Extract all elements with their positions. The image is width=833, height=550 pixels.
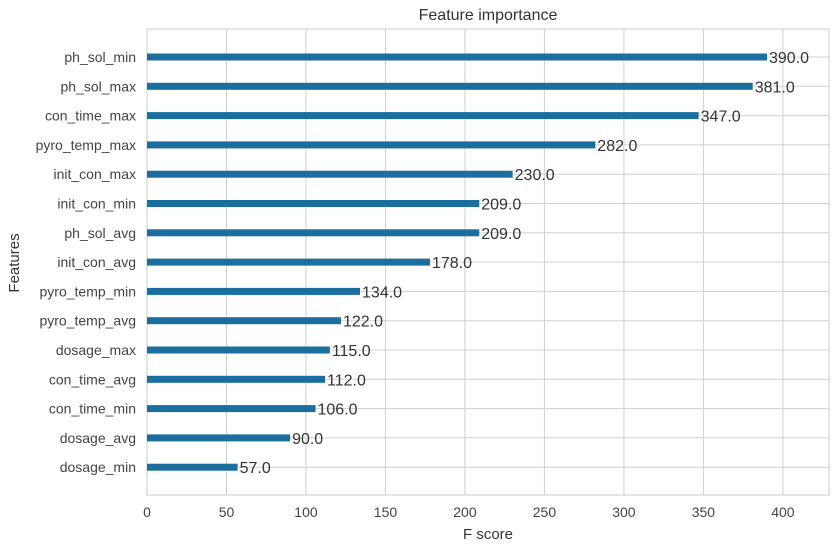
y-tick-label: con_time_avg xyxy=(49,371,136,387)
y-tick-label: init_con_max xyxy=(54,166,137,182)
y-tick-labels: dosage_min dosage_avg con_time_min con_time… xyxy=(36,49,136,475)
bar-value-label: 178.0 xyxy=(432,255,472,272)
bar xyxy=(147,375,326,383)
y-axis-title: Features xyxy=(6,233,23,292)
bar-value-label: 347.0 xyxy=(701,109,741,126)
bar xyxy=(147,434,291,442)
y-tick-label: ph_sol_min xyxy=(64,49,136,65)
x-tick-labels: 0 50 100 150 200 250 300 350 400 xyxy=(143,504,795,520)
x-tick-label: 350 xyxy=(692,504,716,520)
bar xyxy=(147,141,596,149)
bar-value-label: 209.0 xyxy=(481,197,521,214)
x-tick-label: 50 xyxy=(219,504,235,520)
bar xyxy=(147,229,480,237)
bar xyxy=(147,317,341,325)
y-tick-label: pyro_temp_max xyxy=(36,137,136,153)
bar-value-label: 112.0 xyxy=(327,372,366,389)
bar-value-label: 381.0 xyxy=(755,79,795,96)
x-tick-label: 100 xyxy=(294,504,318,520)
y-tick-label: dosage_avg xyxy=(60,430,136,446)
bar xyxy=(147,112,699,120)
bar xyxy=(147,346,330,354)
bar-value-label: 282.0 xyxy=(597,138,637,155)
bars: 57.0 90.0 106.0 112.0 115.0 122.0 134.0 178.0 20… xyxy=(147,50,809,477)
bar-value-label: 106.0 xyxy=(318,402,358,419)
y-tick-label: pyro_temp_min xyxy=(40,283,137,299)
y-tick-label: con_time_min xyxy=(49,401,136,417)
x-tick-label: 0 xyxy=(143,504,151,520)
bar xyxy=(147,405,316,413)
chart-title: Feature importance xyxy=(419,7,558,24)
y-tick-label: dosage_min xyxy=(60,459,136,475)
y-tick-label: ph_sol_avg xyxy=(64,225,136,241)
y-tick-label: dosage_max xyxy=(56,342,136,358)
bar-value-label: 209.0 xyxy=(481,226,521,243)
bar xyxy=(147,170,513,178)
bar-value-label: 115.0 xyxy=(332,343,371,360)
y-tick-label: pyro_temp_avg xyxy=(39,313,136,329)
bar xyxy=(147,82,753,90)
bar xyxy=(147,258,430,266)
x-tick-label: 200 xyxy=(453,504,477,520)
bar xyxy=(147,53,767,61)
y-tick-label: init_con_min xyxy=(57,196,136,212)
x-axis-title: F score xyxy=(463,526,513,543)
bar xyxy=(147,463,238,471)
y-tick-label: init_con_avg xyxy=(57,254,136,270)
bar-value-label: 122.0 xyxy=(343,314,383,331)
y-tick-label: ph_sol_max xyxy=(61,78,137,94)
y-tick-label: con_time_max xyxy=(45,108,136,124)
bar xyxy=(147,200,480,207)
bar xyxy=(147,287,361,295)
bar-value-label: 134.0 xyxy=(362,284,402,301)
bar-value-label: 90.0 xyxy=(292,431,323,448)
x-tick-label: 300 xyxy=(612,504,636,520)
bar-value-label: 230.0 xyxy=(515,167,555,184)
bar-value-label: 57.0 xyxy=(240,460,271,477)
x-tick-label: 150 xyxy=(374,504,398,520)
x-tick-label: 400 xyxy=(771,504,795,520)
bar-value-label: 390.0 xyxy=(769,50,809,67)
x-tick-label: 250 xyxy=(533,504,557,520)
